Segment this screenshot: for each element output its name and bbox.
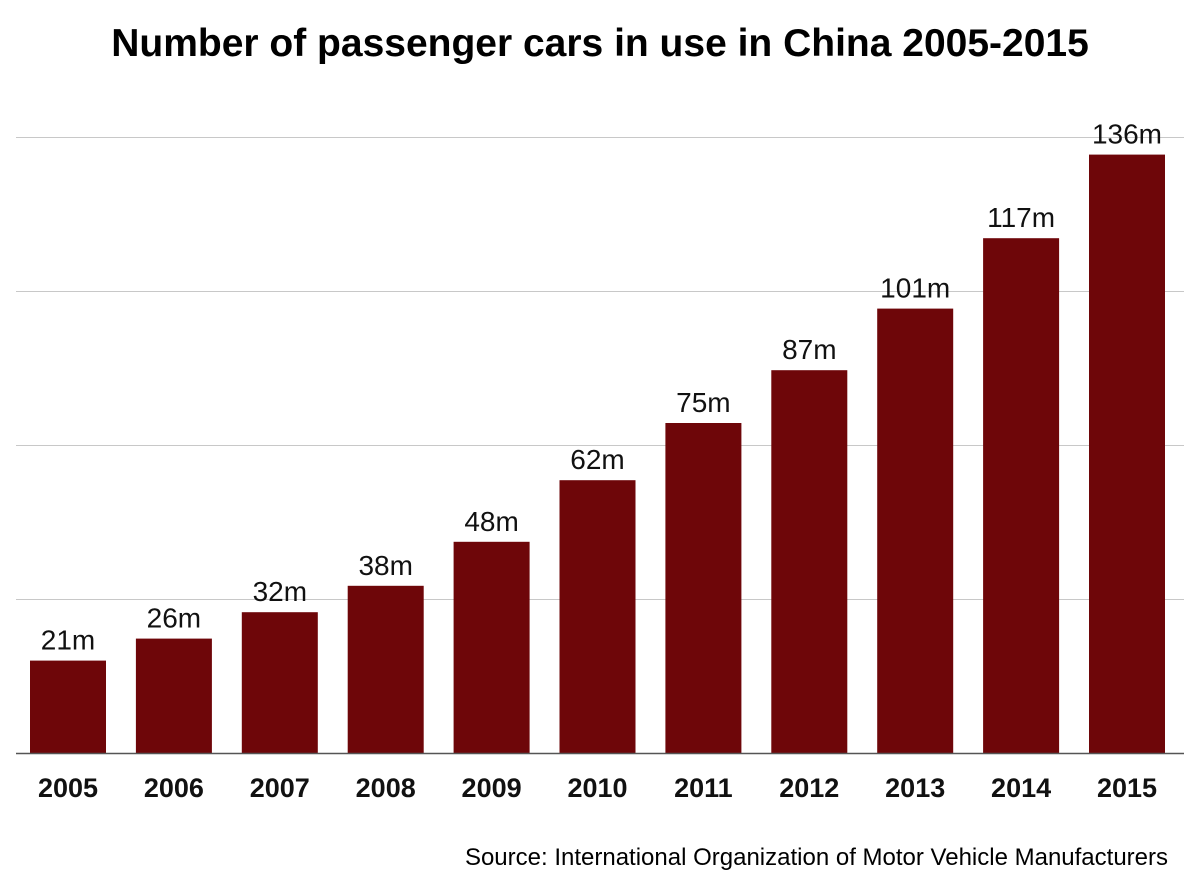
x-tick-2009: 2009 (462, 773, 522, 803)
data-label-2013: 101m (880, 273, 950, 304)
x-tick-2010: 2010 (567, 773, 627, 803)
data-label-2009: 48m (464, 506, 518, 537)
data-label-2005: 21m (41, 625, 95, 656)
data-label-2015: 136m (1092, 119, 1162, 150)
data-label-2006: 26m (147, 603, 201, 634)
data-label-2012: 87m (782, 334, 836, 365)
bar-2014 (983, 238, 1060, 753)
bar-2013 (877, 308, 954, 753)
bar-2015 (1089, 154, 1165, 754)
x-tick-2007: 2007 (250, 773, 310, 803)
source-note: Source: International Organization of Mo… (464, 844, 1168, 871)
data-label-2011: 75m (676, 387, 730, 418)
bar-2006 (135, 638, 212, 753)
data-label-2014: 117m (987, 202, 1055, 233)
bars (30, 154, 1165, 754)
bar-2005 (30, 660, 106, 753)
x-tick-2006: 2006 (144, 773, 204, 803)
x-tick-2008: 2008 (356, 773, 416, 803)
x-tick-labels: 2005 2006 2007 2008 2009 2010 2011 2012 2013 2014… (38, 773, 1157, 803)
bar-2012 (771, 370, 848, 753)
x-tick-2014: 2014 (991, 773, 1051, 803)
x-tick-2012: 2012 (779, 773, 839, 803)
data-label-2010: 62m (570, 444, 624, 475)
data-label-2008: 38m (358, 550, 412, 581)
data-labels: 21m 26m 32m 38m 48m 62m 75m 87m 101m 117m 136m (41, 119, 1162, 656)
chart-title: Number of passenger cars in use in China… (111, 22, 1089, 65)
bar-2007 (241, 612, 318, 753)
x-tick-2013: 2013 (885, 773, 945, 803)
x-tick-2015: 2015 (1097, 773, 1157, 803)
data-label-2007: 32m (253, 576, 307, 607)
x-tick-2005: 2005 (38, 773, 98, 803)
bar-2009 (453, 541, 530, 753)
bar-2011 (665, 423, 742, 753)
bar-2010 (559, 480, 636, 753)
x-tick-2011: 2011 (674, 773, 733, 803)
bar-2008 (347, 585, 424, 753)
